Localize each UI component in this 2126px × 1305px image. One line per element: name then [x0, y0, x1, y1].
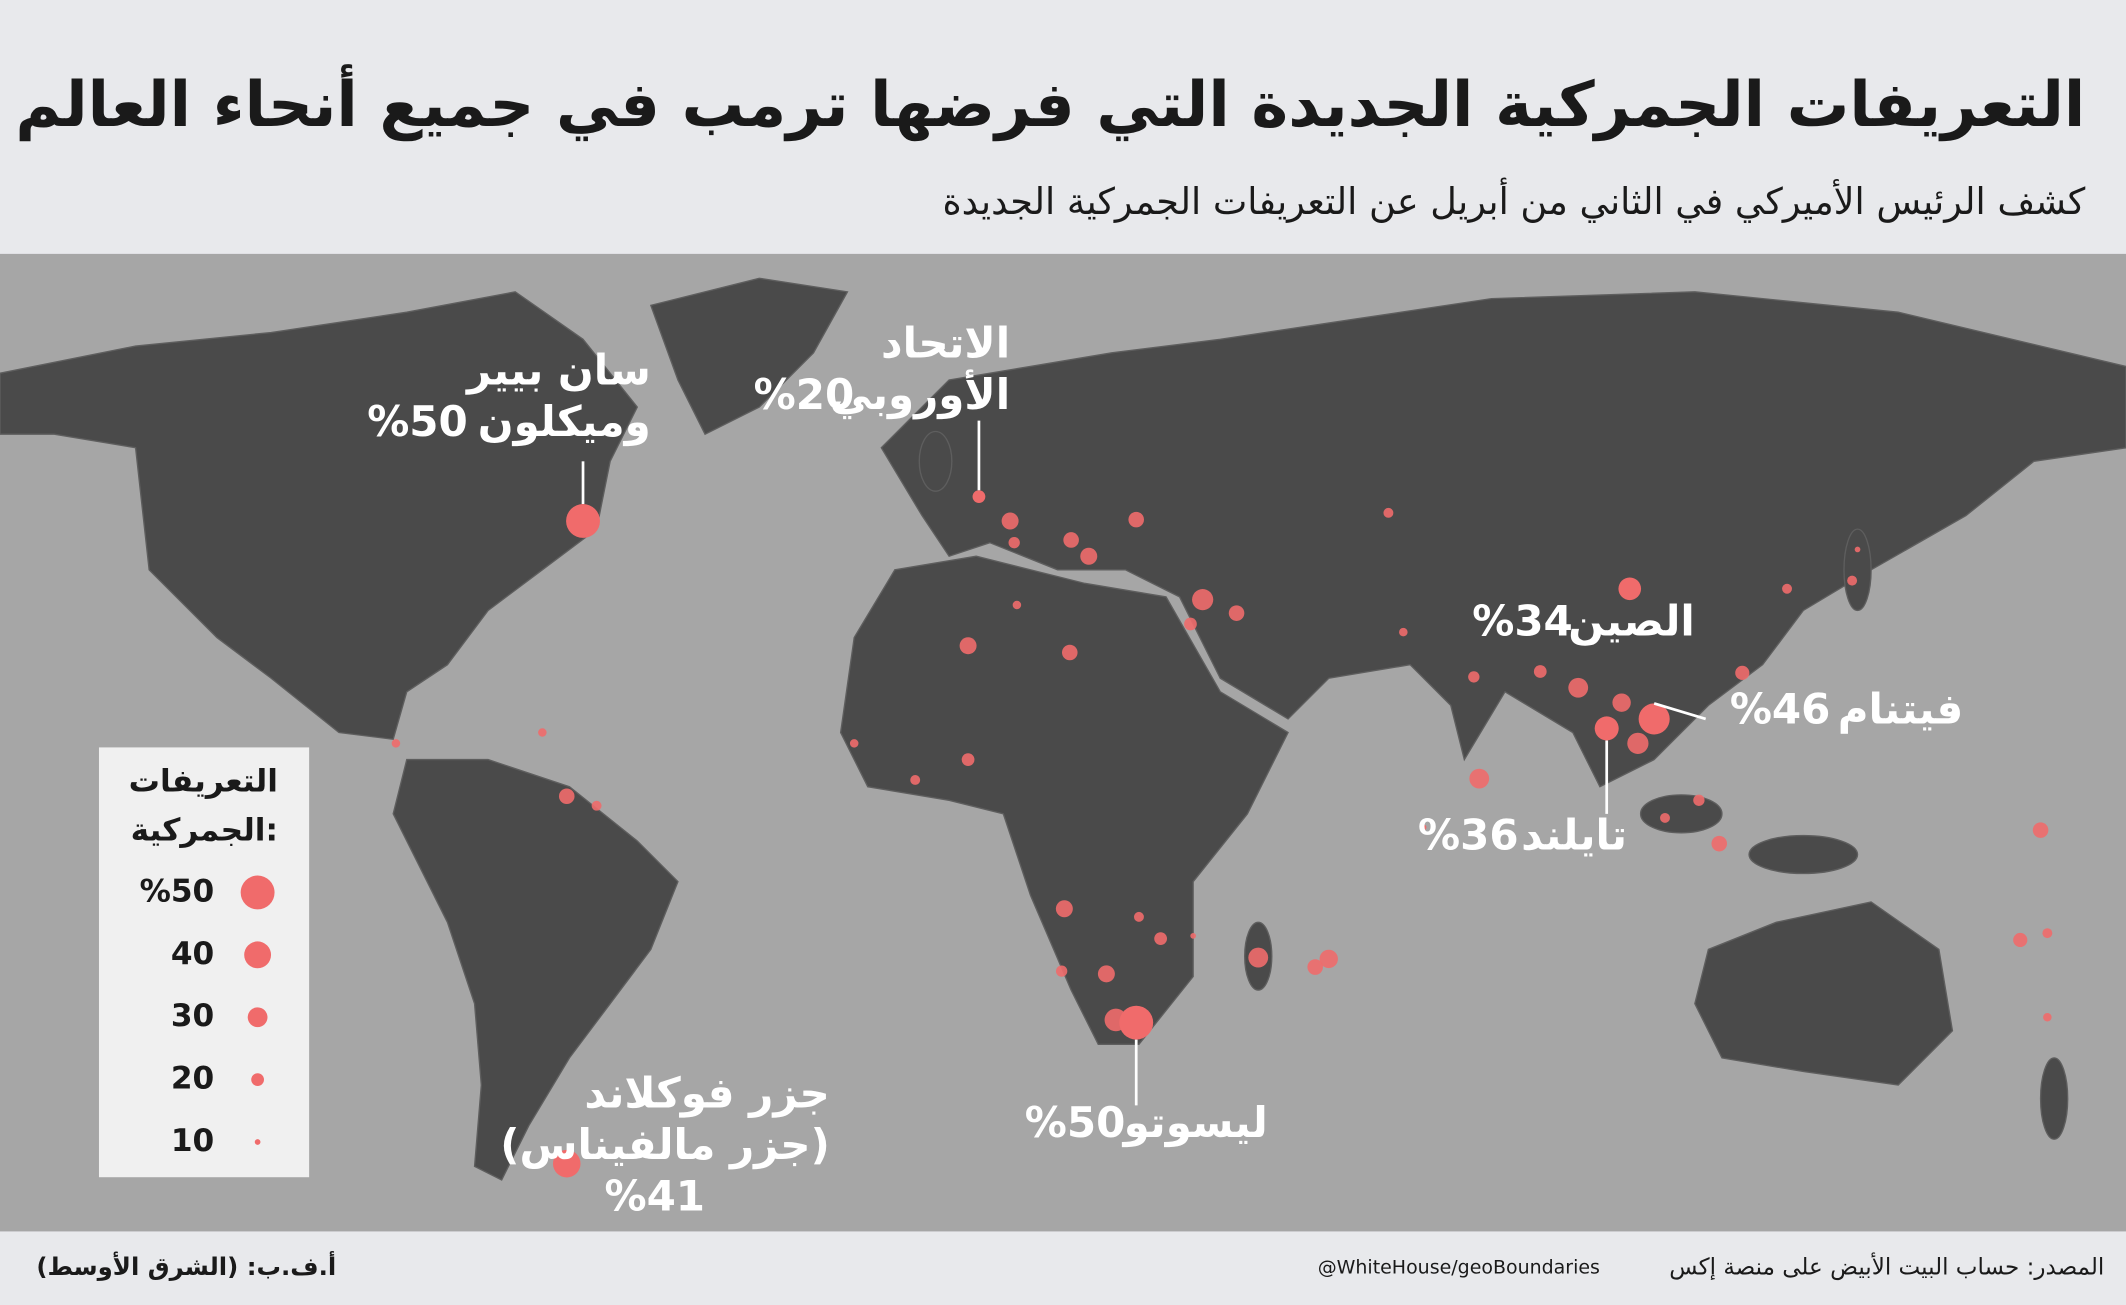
credit: أ.ف.ب: (الشرق الأوسط) [36, 1251, 336, 1281]
tariff-dot [1133, 911, 1144, 922]
tariff-dot [1190, 933, 1197, 939]
tariff-dot [1468, 671, 1480, 683]
callout-value: %50 [1025, 1098, 1126, 1147]
callout-dot [1638, 703, 1670, 735]
legend-dot [240, 875, 275, 910]
tariff-dot [849, 739, 859, 748]
tariff-dot [538, 728, 547, 737]
callout-name: فيتنام [1838, 685, 1964, 735]
source-handle: @WhiteHouse/geoBoundaries [1318, 1257, 1600, 1279]
tariff-dot [1080, 547, 1098, 565]
callout-dot [1594, 716, 1619, 741]
callout-value: %36 [1418, 811, 1519, 860]
legend-box [98, 747, 310, 1178]
tariff-dot [391, 739, 401, 748]
callout-name: الأوروبي [830, 369, 1010, 420]
callout-name: سان بيير [465, 346, 651, 396]
tariff-dot [558, 788, 575, 805]
callout-dot [972, 490, 986, 503]
legend-dot [247, 1007, 268, 1028]
legend-title: الجمركية: [131, 812, 278, 848]
callout-value: %34 [1472, 597, 1573, 646]
tariff-dot [1627, 732, 1649, 754]
tariff-dot [1154, 932, 1167, 945]
callout-name: الصين [1568, 597, 1695, 647]
tariff-dot [1383, 507, 1394, 518]
footer-bg [0, 1231, 2126, 1305]
tariff-dot [1228, 605, 1245, 621]
tariff-dot [1307, 959, 1323, 975]
callout-name: وميكلون [478, 397, 651, 447]
land [0, 277, 2126, 1181]
tariff-dot [1055, 900, 1073, 918]
leader-line [1653, 702, 1707, 721]
tariff-dot [2043, 1012, 2052, 1022]
tariff-dot [2032, 822, 2049, 838]
tariff-dot [1420, 824, 1427, 831]
tariff-dot [1568, 677, 1589, 698]
tariff-dot [959, 637, 977, 655]
tariff-dot [1399, 627, 1408, 637]
source: المصدر: حساب البيت الأبيض على منصة إكس [1669, 1253, 2104, 1281]
legend-label: 20 [171, 1061, 214, 1097]
legend-title: التعريفات [129, 764, 278, 800]
tariff-dot [910, 774, 921, 785]
tariff-dot [2013, 932, 2028, 948]
legend: %50 40 30 20 10 [140, 873, 275, 1159]
tariff-dot [1012, 600, 1022, 610]
tariff-dot [1184, 617, 1197, 631]
tariff-dot [1128, 511, 1144, 528]
tariff-dot [1854, 546, 1861, 553]
legend-dot [254, 1139, 261, 1145]
header-bg [0, 0, 2126, 254]
tariff-dot [1192, 589, 1214, 611]
legend-label: 30 [171, 998, 214, 1034]
callout-name: تايلند [1521, 811, 1627, 860]
tariff-dot [1469, 768, 1490, 789]
callout-dot [566, 504, 600, 538]
tariff-dot [1533, 665, 1547, 678]
callout-value: %20 [754, 370, 855, 419]
tariff-dot [1061, 644, 1078, 661]
tariff-dot [1319, 949, 1338, 969]
tariff-dot [1612, 693, 1631, 712]
tariff-dot [1735, 665, 1750, 680]
tariff-dot [1001, 512, 1019, 530]
legend-label: %50 [140, 873, 215, 909]
title: التعريفات الجمركية الجديدة التي فرضها تر… [15, 64, 2085, 141]
legend-label: 40 [171, 936, 214, 972]
legend-dot [244, 941, 272, 969]
tariff-dot [1693, 794, 1705, 806]
callout-dot [552, 1149, 581, 1178]
dots [391, 507, 2053, 1032]
callout-dot [1119, 1005, 1154, 1040]
legend-dot [251, 1073, 264, 1086]
callouts: سان بييروميكلون%50الاتحادالأوروبي%20الصي… [367, 319, 1963, 1221]
callout-value: %41 [604, 1171, 705, 1220]
callout-name: ليسوتو [1122, 1098, 1268, 1148]
tariff-dot [1248, 947, 1269, 968]
callout-value: %50 [367, 397, 468, 446]
tariff-dot [1063, 532, 1079, 548]
subtitle: كشف الرئيس الأميركي في الثاني من أبريل ع… [943, 177, 2086, 223]
callout-name: جزر فوكلاند [584, 1068, 829, 1118]
tariff-dot [1782, 583, 1792, 594]
callout-name: الاتحاد [881, 319, 1010, 368]
legend-label: 10 [171, 1123, 214, 1159]
tariff-dot [591, 800, 602, 811]
callout-dot [1618, 577, 1642, 601]
tariff-dot [1847, 575, 1858, 586]
tariff-dot [2042, 928, 2053, 939]
callout-name: (جزر مالفيناس) [500, 1120, 829, 1170]
tariff-dot [1711, 835, 1728, 852]
tariff-dot [1660, 812, 1670, 823]
tariff-dot [1097, 965, 1115, 983]
tariff-dot [1008, 537, 1020, 549]
tariff-dot [1055, 965, 1068, 977]
tariff-dot [961, 753, 975, 766]
callout-value: %46 [1730, 685, 1831, 734]
